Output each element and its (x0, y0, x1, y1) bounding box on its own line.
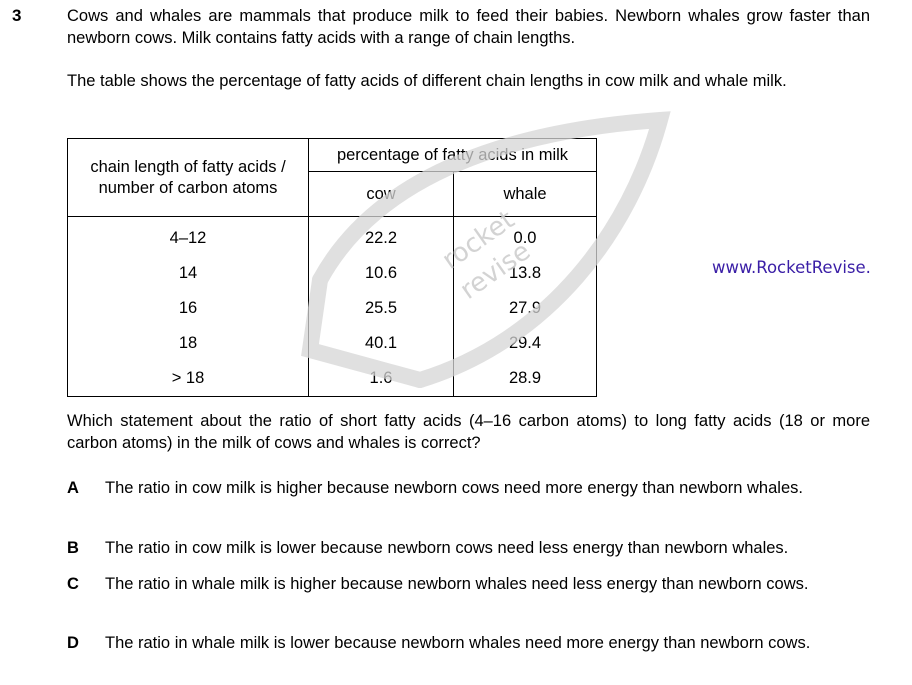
cell-cow: 1.6 (308, 361, 454, 397)
table-row: 14 10.6 13.8 (67, 256, 597, 291)
cell-chain: 14 (67, 256, 309, 291)
fatty-acid-table: chain length of fatty acids / number of … (67, 138, 597, 397)
header-whale: whale (453, 171, 597, 217)
option-letter: D (67, 634, 79, 652)
cell-cow: 25.5 (308, 291, 454, 326)
table-row: 16 25.5 27.9 (67, 291, 597, 326)
cell-chain: 4–12 (67, 216, 309, 256)
cell-whale: 29.4 (453, 326, 597, 361)
cell-cow: 40.1 (308, 326, 454, 361)
question-number: 3 (12, 6, 22, 25)
header-cow: cow (308, 171, 454, 217)
table-row: 18 40.1 29.4 (67, 326, 597, 361)
cell-chain: 16 (67, 291, 309, 326)
option-text: The ratio in cow milk is lower because n… (105, 539, 789, 557)
table-row: > 18 1.6 28.9 (67, 361, 597, 397)
option-c[interactable]: C The ratio in whale milk is higher beca… (67, 573, 870, 595)
option-letter: C (67, 575, 79, 593)
header-percentage: percentage of fatty acids in milk (308, 138, 597, 172)
table-intro: The table shows the percentage of fatty … (67, 72, 787, 90)
option-d[interactable]: D The ratio in whale milk is lower becau… (67, 632, 870, 654)
cell-whale: 13.8 (453, 256, 597, 291)
fatty-acid-table-container: chain length of fatty acids / number of … (67, 138, 597, 397)
cell-cow: 10.6 (308, 256, 454, 291)
option-text: The ratio in cow milk is higher because … (105, 479, 803, 497)
table-row: 4–12 22.2 0.0 (67, 216, 597, 256)
option-a[interactable]: A The ratio in cow milk is higher becaus… (67, 477, 870, 499)
cell-cow: 22.2 (308, 216, 454, 256)
option-b[interactable]: B The ratio in cow milk is lower because… (67, 537, 870, 559)
cell-whale: 28.9 (453, 361, 597, 397)
option-text: The ratio in whale milk is higher becaus… (105, 575, 809, 593)
cell-whale: 27.9 (453, 291, 597, 326)
cell-chain: 18 (67, 326, 309, 361)
cell-whale: 0.0 (453, 216, 597, 256)
question-intro: Cows and whales are mammals that produce… (67, 7, 870, 47)
footer-url: www.RocketRevise. (712, 258, 871, 277)
header-chain-length: chain length of fatty acids / number of … (67, 138, 309, 217)
option-text: The ratio in whale milk is lower because… (105, 634, 811, 652)
cell-chain: > 18 (67, 361, 309, 397)
option-letter: A (67, 479, 79, 497)
option-letter: B (67, 539, 79, 557)
question-prompt: Which statement about the ratio of short… (67, 412, 870, 452)
